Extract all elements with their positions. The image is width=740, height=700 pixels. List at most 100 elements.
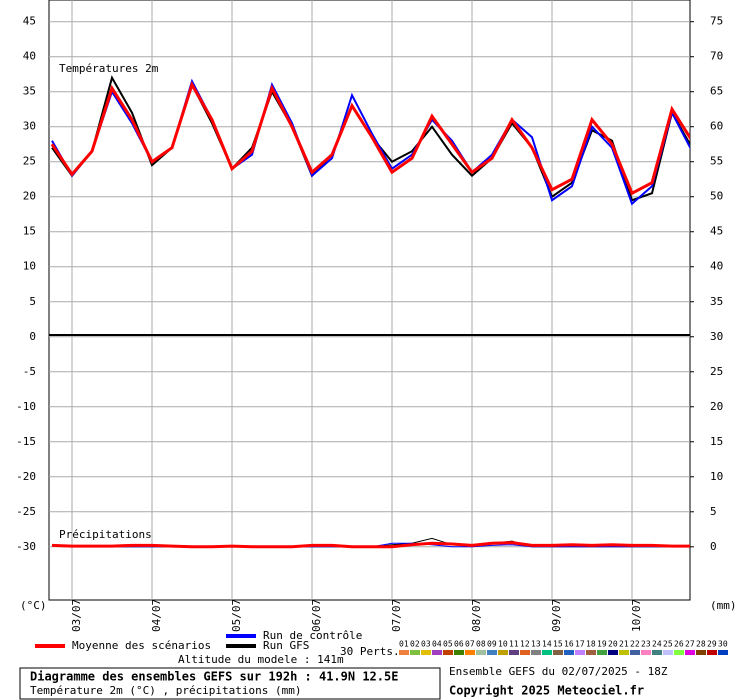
legend-label: 17 (575, 640, 585, 649)
legend-swatch (674, 650, 684, 655)
legend-swatch (641, 650, 651, 655)
legend-swatch (498, 650, 508, 655)
run-info: Ensemble GEFS du 02/07/2025 - 18Z (449, 665, 668, 678)
y2-tick-label: 45 (710, 225, 723, 238)
y-tick-label: 35 (23, 85, 36, 98)
legend-swatch (564, 650, 574, 655)
legend-swatch (718, 650, 728, 655)
x-tick-label: 07/07 (390, 599, 403, 632)
legend-label: 05 (443, 640, 453, 649)
y-tick-label: 45 (23, 15, 36, 28)
legend-swatch (630, 650, 640, 655)
y2-tick-label: 10 (710, 470, 723, 483)
panel-title: Températures 2m (59, 62, 159, 75)
legend-label: 30 Perts. (340, 645, 400, 658)
legend-swatch (707, 650, 717, 655)
y2-tick-label: 55 (710, 155, 723, 168)
legend-label: 04 (432, 640, 442, 649)
y2-tick-label: 15 (710, 435, 723, 448)
legend-label: 19 (597, 640, 607, 649)
y-tick-label: 25 (23, 155, 36, 168)
legend-label: 26 (674, 640, 684, 649)
legend-swatch (520, 650, 530, 655)
x-tick-label: 08/07 (470, 599, 483, 632)
footer-subtitle: Température 2m (°C) , précipitations (mm… (30, 684, 302, 697)
y2-tick-label: 60 (710, 120, 723, 133)
legend-label: 11 (509, 640, 519, 649)
legend-label: 25 (663, 640, 673, 649)
legend-swatch (597, 650, 607, 655)
x-tick-label: 04/07 (150, 599, 163, 632)
legend-label: 07 (465, 640, 475, 649)
legend-swatch (476, 650, 486, 655)
legend-swatch (487, 650, 497, 655)
y-tick-label: -5 (23, 365, 36, 378)
y-tick-label: 30 (23, 120, 36, 133)
y2-tick-label: 0 (710, 540, 717, 553)
y2-tick-label: 40 (710, 260, 723, 273)
legend-swatch (619, 650, 629, 655)
y2-tick-label: 35 (710, 295, 723, 308)
legend-swatch (608, 650, 618, 655)
y-tick-label: -15 (16, 435, 36, 448)
y2-tick-label: 70 (710, 50, 723, 63)
x-tick-label: 09/07 (550, 599, 563, 632)
panel-title: Précipitations (59, 528, 152, 541)
series-line (51, 541, 690, 549)
y2-tick-label: 75 (710, 15, 723, 28)
legend-label: 01 (399, 640, 409, 649)
y2-tick-label: 5 (710, 505, 717, 518)
legend-swatch (410, 650, 420, 655)
legend-label: 12 (520, 640, 530, 649)
legend-label: 30 (718, 640, 728, 649)
legend-swatch (652, 650, 662, 655)
legend-label: Run de contrôle (263, 629, 362, 642)
y-unit: (°C) (20, 599, 47, 612)
legend-label: 09 (487, 640, 497, 649)
x-tick-label: 03/07 (70, 599, 83, 632)
y2-tick-label: 30 (710, 330, 723, 343)
legend-swatch (553, 650, 563, 655)
footer-title: Diagramme des ensembles GEFS sur 192h : … (30, 670, 398, 684)
legend-label: 22 (630, 640, 640, 649)
legend-label: 29 (707, 640, 717, 649)
series-line (50, 80, 690, 196)
x-tick-label: 06/07 (310, 599, 323, 632)
legend-swatch (696, 650, 706, 655)
legend-label: 13 (531, 640, 541, 649)
y-tick-label: 10 (23, 260, 36, 273)
y-tick-label: 5 (29, 295, 36, 308)
y-tick-label: -10 (16, 400, 36, 413)
footer-box (19, 667, 441, 700)
plot-area (48, 0, 691, 601)
legend-label: Run GFS (263, 639, 309, 652)
y-tick-label: 40 (23, 50, 36, 63)
legend-label: 27 (685, 640, 695, 649)
legend-label: Moyenne des scénarios (72, 639, 211, 652)
legend-label: 18 (586, 640, 596, 649)
legend-swatch (399, 650, 409, 655)
y2-unit: (mm) (710, 599, 737, 612)
y2-tick-label: 65 (710, 85, 723, 98)
x-tick-label: 05/07 (230, 599, 243, 632)
legend-label: 20 (608, 640, 618, 649)
legend-label: 15 (553, 640, 563, 649)
legend-label: 14 (542, 640, 552, 649)
y-tick-label: -25 (16, 505, 36, 518)
y2-tick-label: 20 (710, 400, 723, 413)
legend-label: 28 (696, 640, 706, 649)
legend-label: 10 (498, 640, 508, 649)
legend-label: 06 (454, 640, 464, 649)
legend-swatch (663, 650, 673, 655)
legend-swatch (586, 650, 596, 655)
y-tick-label: -20 (16, 470, 36, 483)
legend-label: 21 (619, 640, 629, 649)
legend-swatch (542, 650, 552, 655)
y-tick-label: 20 (23, 190, 36, 203)
legend-swatch (432, 650, 442, 655)
legend-label: 16 (564, 640, 574, 649)
legend-label: 24 (652, 640, 662, 649)
legend-label: 02 (410, 640, 420, 649)
legend-swatch (575, 650, 585, 655)
